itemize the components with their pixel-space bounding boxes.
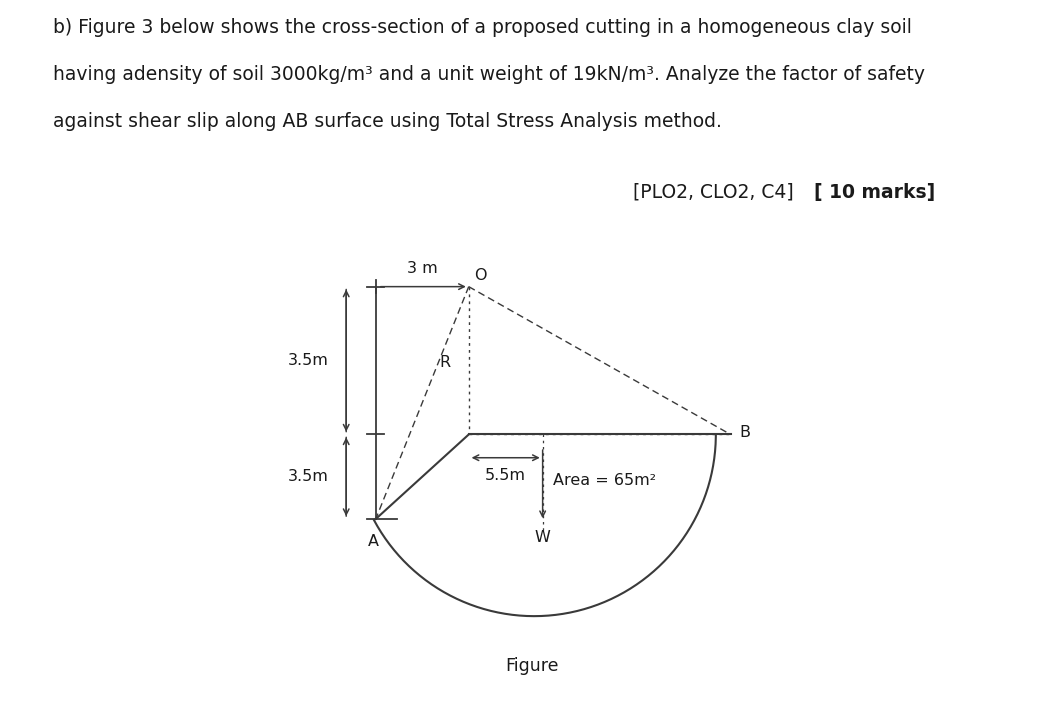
Text: A: A xyxy=(368,534,379,549)
Text: [PLO2, CLO2, C4]: [PLO2, CLO2, C4] xyxy=(633,183,800,201)
Text: Area = 65m²: Area = 65m² xyxy=(553,473,656,489)
Text: 3 m: 3 m xyxy=(406,261,437,276)
Text: against shear slip along AB surface using Total Stress Analysis method.: against shear slip along AB surface usin… xyxy=(53,112,722,131)
Text: O: O xyxy=(473,268,486,284)
Text: 3.5m: 3.5m xyxy=(287,469,329,484)
Text: having adensity of soil 3000kg/m³ and a unit weight of 19kN/m³. Analyze the fact: having adensity of soil 3000kg/m³ and a … xyxy=(53,65,926,84)
Text: R: R xyxy=(439,355,450,370)
Text: Figure: Figure xyxy=(505,657,559,675)
Text: [ 10 marks]: [ 10 marks] xyxy=(814,183,935,201)
Text: 3.5m: 3.5m xyxy=(287,353,329,368)
Text: B: B xyxy=(739,425,750,440)
Text: 5.5m: 5.5m xyxy=(485,468,527,483)
Text: W: W xyxy=(535,529,550,545)
Text: b) Figure 3 below shows the cross-section of a proposed cutting in a homogeneous: b) Figure 3 below shows the cross-sectio… xyxy=(53,18,912,37)
